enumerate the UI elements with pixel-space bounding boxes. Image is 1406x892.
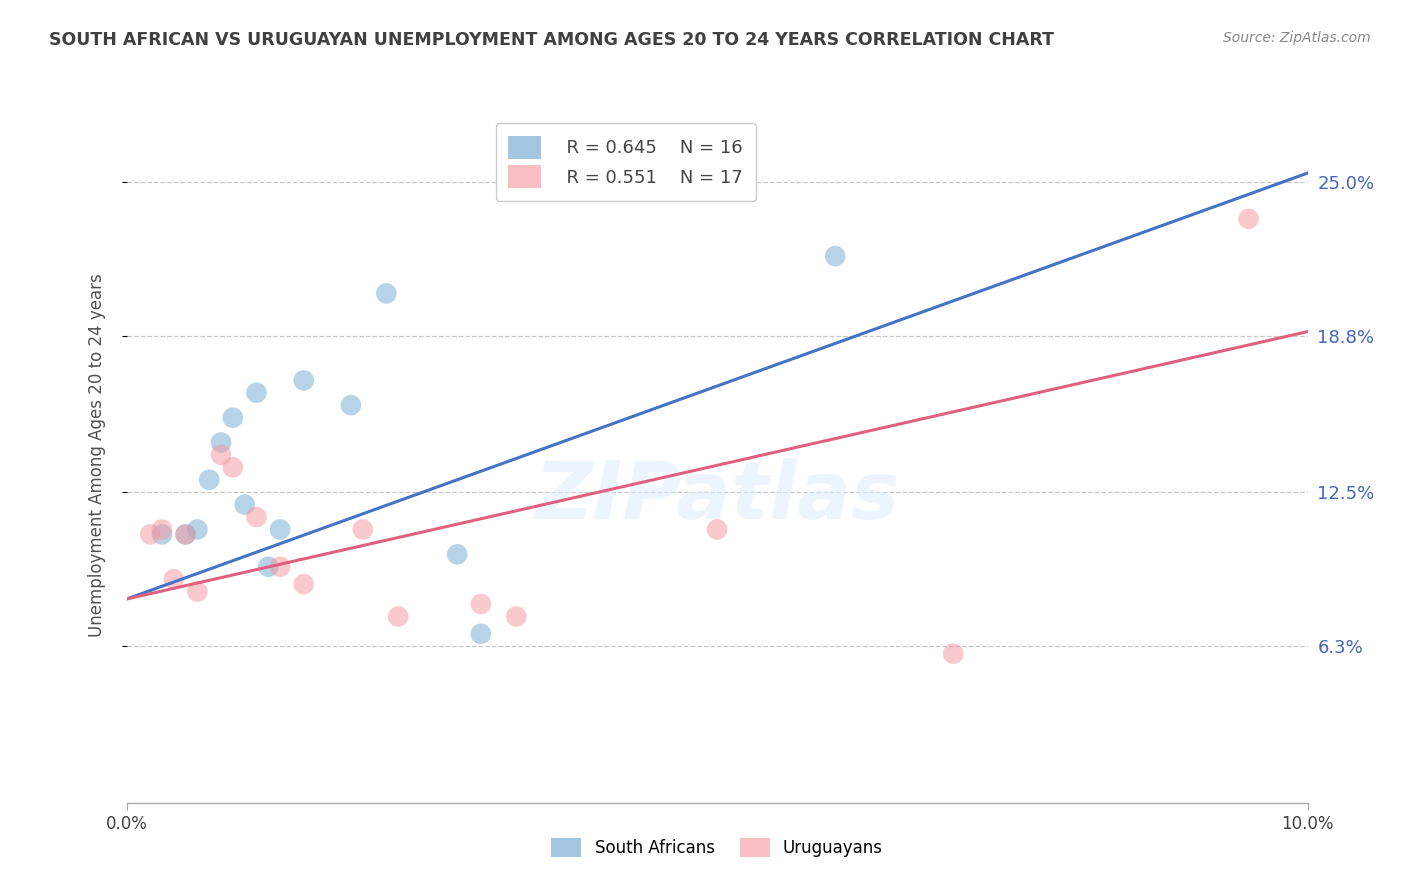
Text: Source: ZipAtlas.com: Source: ZipAtlas.com — [1223, 31, 1371, 45]
Point — [186, 523, 208, 537]
Point — [470, 627, 492, 641]
Point — [174, 527, 197, 541]
Point — [222, 410, 245, 425]
Text: SOUTH AFRICAN VS URUGUAYAN UNEMPLOYMENT AMONG AGES 20 TO 24 YEARS CORRELATION CH: SOUTH AFRICAN VS URUGUAYAN UNEMPLOYMENT … — [49, 31, 1054, 49]
Point — [209, 435, 232, 450]
Point — [292, 373, 315, 387]
Point — [198, 473, 221, 487]
Point — [352, 523, 374, 537]
Point — [245, 385, 267, 400]
Point — [174, 527, 197, 541]
Point — [706, 523, 728, 537]
Point — [257, 559, 280, 574]
Point — [163, 572, 186, 586]
Point — [446, 547, 468, 561]
Text: ZIPatlas: ZIPatlas — [534, 458, 900, 536]
Point — [942, 647, 965, 661]
Point — [233, 498, 256, 512]
Point — [150, 527, 173, 541]
Point — [269, 523, 291, 537]
Point — [375, 286, 398, 301]
Point — [139, 527, 162, 541]
Point — [209, 448, 232, 462]
Point — [186, 584, 208, 599]
Point — [387, 609, 409, 624]
Point — [269, 559, 291, 574]
Legend: South Africans, Uruguayans: South Africans, Uruguayans — [544, 831, 890, 864]
Y-axis label: Unemployment Among Ages 20 to 24 years: Unemployment Among Ages 20 to 24 years — [87, 273, 105, 637]
Point — [1237, 211, 1260, 226]
Point — [150, 523, 173, 537]
Point — [245, 510, 267, 524]
Point — [470, 597, 492, 611]
Point — [222, 460, 245, 475]
Point — [505, 609, 527, 624]
Point — [340, 398, 363, 412]
Point — [824, 249, 846, 263]
Point — [292, 577, 315, 591]
